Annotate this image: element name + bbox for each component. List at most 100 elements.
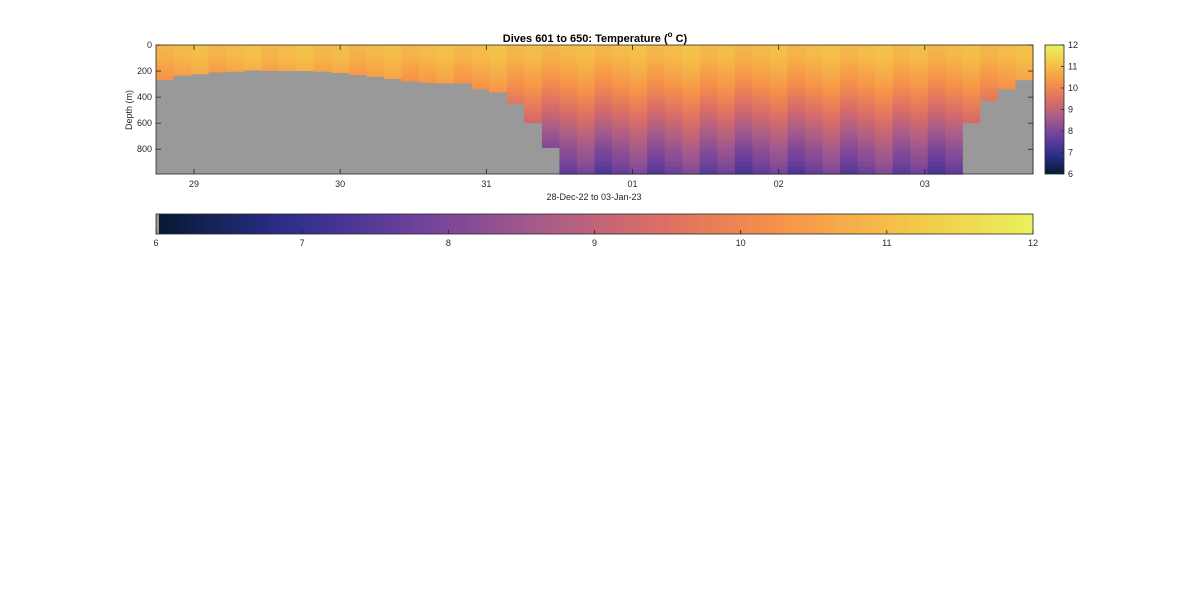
temperature-cell — [384, 52, 403, 58]
temperature-cell — [559, 64, 578, 70]
temperature-cell — [647, 146, 666, 152]
temperature-cell — [752, 142, 771, 148]
temperature-cell — [875, 91, 894, 97]
temperature-cell — [752, 158, 771, 163]
temperature-cell — [682, 95, 701, 101]
temperature-cell — [156, 56, 175, 62]
vertical-colorbar-tick-label: 11 — [1068, 62, 1077, 72]
temperature-cell — [647, 103, 666, 109]
temperature-cell — [243, 48, 262, 54]
temperature-cell — [296, 60, 315, 66]
temperature-cell — [471, 80, 490, 85]
dive-column — [699, 45, 718, 175]
temperature-cell — [366, 72, 385, 77]
temperature-cell — [594, 95, 613, 101]
y-tick-label: 400 — [137, 92, 152, 102]
temperature-cell — [822, 134, 841, 140]
temperature-cell — [822, 107, 841, 113]
horizontal-colorbar-tick-label: 6 — [153, 238, 158, 248]
temperature-cell — [804, 68, 824, 73]
temperature-cell — [962, 95, 981, 101]
temperature-cell — [840, 103, 859, 109]
temperature-cell — [997, 52, 1017, 58]
temperature-cell — [419, 45, 438, 50]
temperature-cell — [734, 99, 753, 105]
temperature-cell — [559, 99, 578, 105]
temperature-cell — [699, 127, 718, 132]
temperature-cell — [857, 76, 876, 81]
temperature-cell — [910, 76, 929, 81]
temperature-cell — [787, 95, 806, 101]
temperature-cell — [717, 158, 736, 163]
temperature-cell — [629, 56, 648, 62]
temperature-cell — [664, 60, 683, 66]
temperature-cell — [576, 107, 596, 113]
temperature-cell — [927, 91, 946, 97]
temperature-cell — [156, 64, 175, 70]
temperature-cell — [612, 95, 631, 101]
temperature-cell — [629, 166, 648, 171]
temperature-cell — [664, 107, 683, 113]
temperature-cell — [769, 166, 789, 171]
temperature-cell — [840, 52, 859, 58]
temperature-cell — [559, 103, 578, 109]
dive-column — [822, 45, 841, 175]
temperature-cell — [699, 80, 718, 85]
temperature-cell — [752, 107, 771, 113]
temperature-cell — [752, 127, 771, 132]
temperature-cell — [594, 91, 613, 97]
x-axis-label: 28-Dec-22 to 03-Jan-23 — [546, 192, 641, 202]
temperature-cell — [910, 146, 929, 152]
temperature-cell — [471, 56, 490, 62]
temperature-cell — [594, 150, 613, 156]
dive-column — [682, 45, 701, 175]
temperature-cell — [541, 146, 561, 149]
temperature-cell — [892, 127, 911, 132]
temperature-cell — [559, 138, 578, 144]
temperature-cell — [910, 60, 929, 66]
temperature-cell — [717, 134, 736, 140]
temperature-cell — [384, 45, 403, 50]
temperature-cell — [278, 48, 297, 54]
temperature-cell — [576, 131, 596, 136]
temperature-cell — [822, 111, 841, 116]
temperature-cell — [927, 76, 946, 81]
temperature-cell — [541, 56, 561, 62]
temperature-cell — [664, 91, 683, 97]
temperature-cell — [682, 64, 701, 70]
temperature-cell — [910, 138, 929, 144]
temperature-cell — [734, 68, 753, 73]
temperature-cell — [840, 123, 859, 128]
temperature-cell — [769, 123, 789, 128]
temperature-cell — [629, 52, 648, 58]
temperature-cell — [840, 95, 859, 101]
temperature-cell — [910, 111, 929, 116]
temperature-cell — [752, 138, 771, 144]
horizontal-colorbar-tick-label: 10 — [736, 238, 746, 248]
temperature-cell — [594, 76, 613, 81]
temperature-cell — [822, 166, 841, 171]
temperature-cell — [769, 154, 789, 159]
temperature-cell — [945, 107, 964, 113]
temperature-cell — [647, 154, 666, 159]
temperature-cell — [471, 76, 490, 81]
temperature-cell — [752, 45, 771, 50]
temperature-cell — [892, 115, 911, 120]
temperature-cell — [664, 68, 683, 73]
temperature-cell — [559, 162, 578, 167]
no-data-cell — [226, 71, 245, 174]
dive-column — [629, 45, 648, 175]
temperature-cell — [875, 64, 894, 70]
temperature-cell — [927, 119, 946, 124]
temperature-cell — [647, 99, 666, 105]
temperature-cell — [892, 142, 911, 148]
temperature-cell — [962, 68, 981, 73]
temperature-cell — [927, 111, 946, 116]
temperature-cell — [629, 134, 648, 140]
temperature-cell — [892, 60, 911, 66]
dive-column — [331, 45, 350, 174]
temperature-cell — [927, 60, 946, 66]
temperature-cell — [664, 123, 683, 128]
temperature-cell — [243, 68, 262, 71]
temperature-cell — [945, 111, 964, 116]
